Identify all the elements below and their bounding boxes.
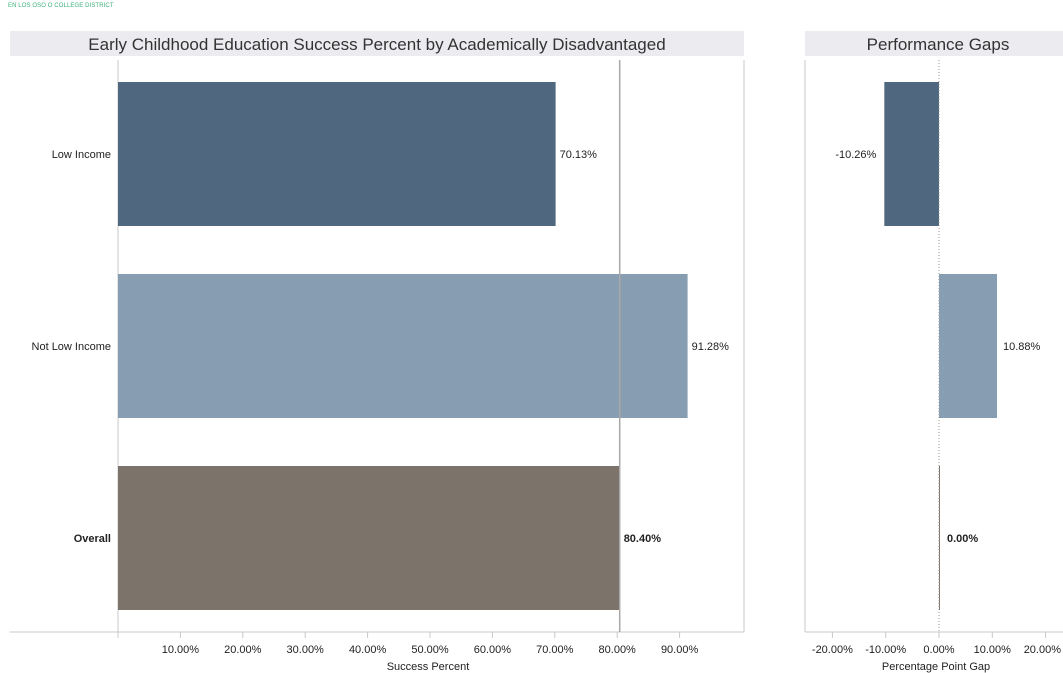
success-chart: Early Childhood Education Success Percen… — [10, 31, 745, 673]
bar-overall — [118, 466, 620, 610]
success-x-ticks: 10.00% 20.00% 30.00% 40.00% 50.00% 60.00% 70.0… — [117, 632, 699, 656]
gap-x-ticks: -20.00% -10.00% 0.00% 10.00% 20.00% — [812, 632, 1061, 656]
category-label-overall: Overall — [74, 533, 111, 545]
gap-tick-label: 10.00% — [974, 644, 1012, 656]
data-label-low-income: 70.13% — [560, 149, 598, 161]
data-label-overall: 80.40% — [624, 533, 662, 545]
x-tick-label: 50.00% — [411, 644, 449, 656]
gap-bar-low-income — [884, 82, 939, 226]
gap-bars: -10.26% 10.88% 0.00% — [835, 60, 1041, 632]
x-tick-label: 30.00% — [287, 644, 325, 656]
gap-tick-label: -10.00% — [865, 644, 906, 656]
x-tick-label: 60.00% — [474, 644, 512, 656]
x-tick-label: 80.00% — [599, 644, 637, 656]
gap-tick-label: 20.00% — [1024, 644, 1062, 656]
x-tick-label: 20.00% — [224, 644, 262, 656]
success-chart-title-bar — [10, 31, 744, 56]
gap-label-not-low-income: 10.88% — [1003, 341, 1041, 353]
bar-not-low-income — [118, 274, 688, 418]
header-caption: EN LOS OSO O COLLEGE DISTRICT — [8, 3, 114, 9]
gap-tick-label: -20.00% — [812, 644, 853, 656]
gap-chart-title: Performance Gaps — [867, 35, 1010, 54]
data-label-not-low-income: 91.28% — [692, 341, 730, 353]
success-x-axis-label: Success Percent — [387, 661, 470, 673]
category-label-not-low-income: Not Low Income — [32, 341, 111, 353]
gap-tick-label: 0.00% — [923, 644, 954, 656]
gap-bar-not-low-income — [939, 274, 997, 418]
gap-x-axis-label: Percentage Point Gap — [882, 661, 990, 673]
x-tick-label: 10.00% — [162, 644, 200, 656]
gap-label-low-income: -10.26% — [835, 149, 876, 161]
x-tick-label: 70.00% — [536, 644, 574, 656]
gap-label-overall: 0.00% — [947, 533, 978, 545]
x-tick-label: 40.00% — [349, 644, 387, 656]
success-chart-title: Early Childhood Education Success Percen… — [88, 35, 665, 54]
category-label-low-income: Low Income — [52, 149, 111, 161]
x-tick-label: 90.00% — [661, 644, 699, 656]
success-bars: 70.13% Low Income 91.28% Not Low Income 80.4… — [32, 60, 730, 632]
gap-chart-title-bar — [805, 31, 1063, 56]
gap-chart: Performance Gaps -10.26% 10.88% 0.00% -20.… — [804, 31, 1063, 673]
bar-low-income — [118, 82, 556, 226]
